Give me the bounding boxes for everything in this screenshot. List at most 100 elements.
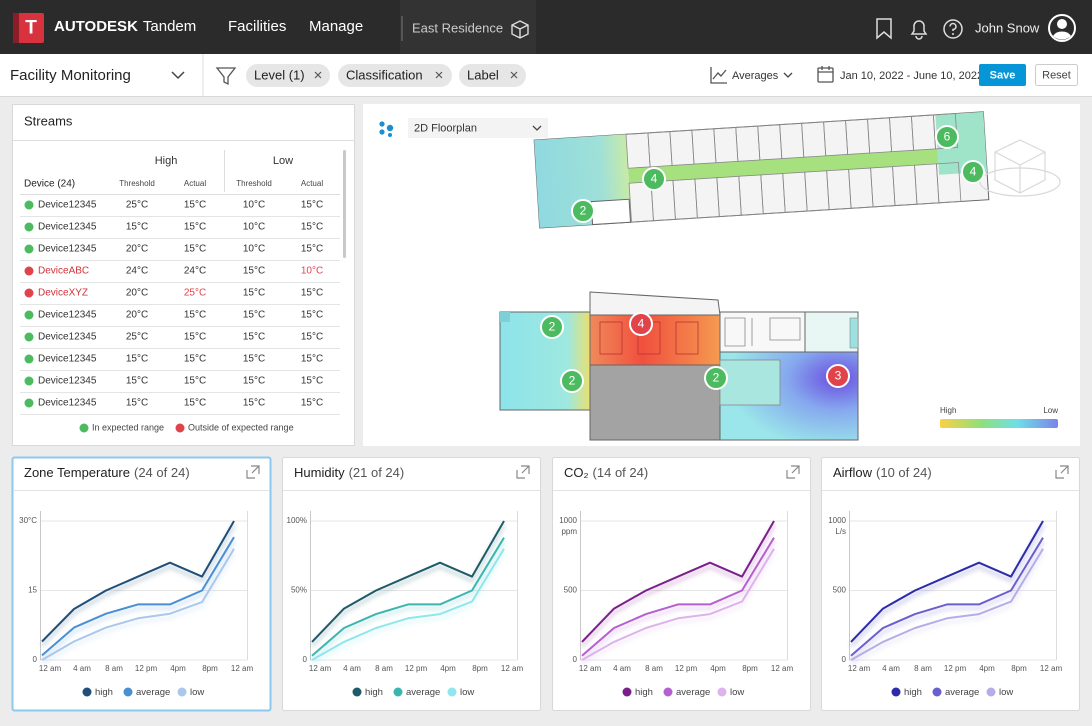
cell: 10°C — [243, 244, 265, 255]
calendar-icon[interactable] — [817, 66, 834, 83]
map-markers: 2 4 6 4 2 4 2 2 3 — [540, 125, 985, 393]
chart-icon[interactable] — [710, 67, 727, 84]
map-marker[interactable]: 2 — [571, 199, 595, 223]
legend-dot — [393, 687, 403, 697]
date-range[interactable]: Jan 10, 2022 - June 10, 2022 — [840, 70, 983, 82]
legend-label: Outside of expected range — [188, 422, 294, 432]
metric-card[interactable]: Zone Temperature (24 of 24) 0 15 30°C 12 am 4 … — [11, 456, 272, 712]
filter-label: Classification — [346, 67, 423, 82]
map-marker[interactable]: 2 — [704, 366, 728, 390]
legend-dot — [717, 687, 727, 697]
stream-row[interactable]: DeviceXYZ 20°C 25°C 15°C 15°C — [20, 288, 340, 305]
map-marker[interactable]: 4 — [961, 160, 985, 184]
filter-chip[interactable] — [459, 64, 526, 87]
scrollbar[interactable] — [343, 150, 346, 258]
stream-row[interactable]: Device12345 20°C 15°C 10°C 15°C — [20, 244, 340, 261]
x-tick-label: 8pm — [472, 664, 488, 673]
cell: 24°C — [126, 266, 148, 277]
column-header: Actual — [184, 179, 206, 188]
line-shadow — [40, 524, 236, 647]
chevron[interactable] — [783, 72, 793, 78]
metric-card[interactable]: Humidity (21 of 24) 0 50% 100% 12 am 4 am 8 am 1… — [282, 457, 541, 711]
reset-button[interactable] — [1035, 64, 1078, 86]
map-marker[interactable]: 6 — [935, 125, 959, 149]
card-title: Airflow (10 of 24) — [833, 465, 932, 480]
map-marker[interactable]: 3 — [826, 364, 850, 388]
marker-count: 2 — [713, 371, 720, 385]
marker-badge — [629, 312, 653, 336]
lower-floorplan — [499, 291, 859, 441]
expand-icon[interactable] — [1055, 465, 1069, 479]
metric-cards: Zone Temperature (24 of 24) 0 15 30°C 12 am 4 … — [11, 456, 1080, 712]
stream-row[interactable]: Device12345 25°C 15°C 15°C 15°C — [20, 332, 340, 349]
metric-card[interactable]: Airflow (10 of 24) 0 500 1000 L/s 12 am 4 am 8 a… — [821, 457, 1080, 711]
save-button[interactable] — [979, 64, 1026, 86]
expand-icon[interactable] — [516, 465, 530, 479]
legend-dot — [932, 687, 942, 697]
filter-icon[interactable] — [215, 67, 237, 86]
chevron[interactable] — [171, 71, 185, 80]
stream-row[interactable]: Device12345 15°C 15°C 15°C 15°C — [20, 376, 340, 393]
view-cube[interactable] — [979, 139, 1061, 197]
y-tick-label: 500 — [833, 586, 847, 595]
x-tick-label: 4 am — [882, 664, 900, 673]
cell: 20°C — [126, 288, 148, 299]
map-marker[interactable]: 2 — [540, 315, 564, 339]
map-marker[interactable]: 4 — [642, 167, 666, 191]
filter-chip[interactable] — [246, 64, 330, 87]
line-shadow — [581, 552, 776, 666]
stream-row[interactable]: Device12345 20°C 15°C 15°C 15°C — [20, 310, 340, 327]
status-dot — [24, 354, 34, 364]
metric-count: (14 of 24) — [593, 465, 649, 480]
user-name[interactable]: John Snow — [975, 20, 1040, 35]
aggregate-selector[interactable]: Averages — [732, 70, 779, 82]
legend-dot — [175, 423, 185, 433]
active-facility-bg — [400, 0, 536, 54]
filter-chip[interactable] — [338, 64, 452, 87]
stream-row[interactable]: Device12345 15°C 15°C 15°C 15°C — [20, 398, 340, 415]
notification-icon[interactable] — [910, 20, 928, 40]
map-marker[interactable]: 2 — [560, 369, 584, 393]
model-icon[interactable] — [511, 20, 529, 39]
y-unit: L/s — [835, 527, 846, 536]
stream-row[interactable]: Device12345 25°C 15°C 10°C 15°C — [20, 200, 340, 217]
column-group: Low — [273, 155, 293, 167]
stream-row[interactable]: Device12345 15°C 15°C 15°C 15°C — [20, 354, 340, 371]
room — [936, 162, 962, 204]
nav-item[interactable]: Manage — [309, 18, 363, 35]
x-tick-label: 4pm — [979, 664, 995, 673]
floorplan-dropdown[interactable] — [408, 118, 548, 138]
cell: 25°C — [126, 332, 148, 343]
line-shadow — [311, 552, 506, 666]
chip-remove-icons[interactable] — [314, 71, 518, 79]
logo-fold — [13, 13, 19, 43]
x-tick-label: 8 am — [375, 664, 393, 673]
layers-icon[interactable] — [379, 121, 394, 137]
avatar[interactable] — [1048, 14, 1076, 42]
logo[interactable] — [13, 13, 44, 43]
facility-name[interactable]: East Residence — [412, 20, 503, 35]
metric-card[interactable]: CO₂ (14 of 24) 0 500 1000 ppm 12 am 4 am 8 am 12 … — [552, 457, 811, 711]
cell: 15°C — [184, 200, 206, 211]
help-icon[interactable] — [943, 19, 963, 39]
stream-row[interactable]: Device12345 15°C 15°C 10°C 15°C — [20, 222, 340, 239]
nav-item[interactable]: Facilities — [228, 18, 286, 35]
map-marker[interactable]: 4 — [629, 312, 653, 336]
streams-rows: Device12345 25°C 15°C 10°C 15°C Device12345 15… — [20, 194, 340, 415]
y-tick-label: 0 — [33, 655, 38, 664]
bookmark-icon[interactable] — [876, 18, 892, 40]
view-selector[interactable]: Facility Monitoring — [10, 67, 131, 84]
cell: 25°C — [184, 288, 206, 299]
metric-count: (21 of 24) — [349, 465, 405, 480]
stream-row[interactable]: DeviceABC 24°C 24°C 15°C 10°C — [20, 266, 340, 283]
column-header: Threshold — [119, 179, 155, 188]
legend-dot — [986, 687, 996, 697]
expand-icon[interactable] — [246, 465, 260, 479]
cell: 15°C — [184, 332, 206, 343]
expand-icon[interactable] — [786, 465, 800, 479]
floorplan-view: 2D Floorplan — [414, 122, 477, 134]
x-tick-label: 8 am — [914, 664, 932, 673]
cell: 15°C — [243, 288, 265, 299]
chevron[interactable] — [532, 125, 542, 131]
